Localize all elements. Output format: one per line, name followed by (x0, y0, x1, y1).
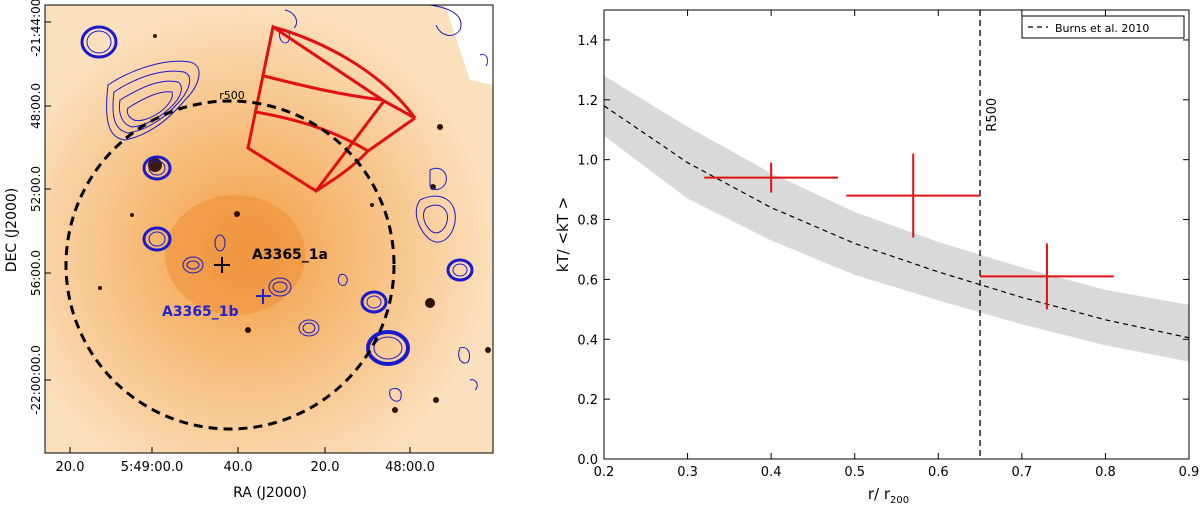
ra-tick-label: 40.0 (224, 460, 253, 475)
ra-axis-label: RA (J2000) (233, 485, 307, 501)
point-source (153, 34, 157, 38)
y-tick-label: 0.4 (577, 333, 598, 348)
point-source (130, 213, 134, 217)
model-curve-line (604, 105, 1189, 339)
x-tick-label: 0.6 (928, 465, 949, 480)
dec-tick-label: -21:44:00.0 (29, 0, 43, 57)
dec-axis-label: DEC (J2000) (4, 188, 20, 273)
point-source (485, 347, 491, 353)
sector-divider (263, 74, 384, 102)
point-source (430, 184, 436, 190)
r500-circle (64, 99, 396, 431)
ra-tick-label: 5:49:00.0 (121, 460, 184, 475)
plot-frame (603, 9, 1190, 460)
x-tick-label: 0.8 (1095, 465, 1116, 480)
x-tick-label: 0.3 (677, 465, 698, 480)
image-blank-corner (445, 5, 493, 85)
y-axis-label: kT/ <kT > (554, 197, 572, 272)
x-tick-label: 0.2 (594, 465, 615, 480)
data-point (980, 243, 1114, 310)
left-axes: 20.0 5:49:00.0 40.0 20.0 48:00.0 -21:44:00.0 4… (29, 0, 435, 475)
ra-tick-label: 20.0 (311, 460, 340, 475)
legend: Burns et al. 2010 (1021, 15, 1185, 39)
y-tick-label: 1.0 (577, 154, 598, 169)
x-tick-label: 0.5 (844, 465, 865, 480)
point-source (433, 397, 439, 403)
dec-tick-label: -22:00:00.0 (29, 345, 43, 415)
point-source (98, 286, 102, 290)
source-a-label: A3365_1a (252, 247, 328, 263)
dec-tick-label: 52:00.0 (29, 166, 43, 212)
x-tick-label: 0.9 (1179, 465, 1200, 480)
y-tick-label: 1.4 (577, 34, 598, 49)
legend-label: Burns et al. 2010 (1055, 22, 1149, 35)
dec-tick-label: 56:00.0 (29, 250, 43, 296)
image-frame (44, 4, 494, 454)
y-tick-label: 0.8 (577, 214, 598, 229)
y-tick-label: 1.2 (577, 94, 598, 109)
sector-outer-arc (272, 25, 417, 120)
point-source (234, 211, 240, 217)
x-tick-label: 0.7 (1012, 465, 1033, 480)
point-source (392, 407, 398, 413)
sector-right-edge (315, 116, 416, 193)
y-tick-label: 0.0 (577, 453, 598, 468)
model-scatter-band (604, 75, 1189, 362)
legend-box (1021, 15, 1185, 39)
y-tick-label: 0.2 (577, 393, 598, 408)
cluster-core (165, 195, 305, 315)
x-tick-label: 0.4 (761, 465, 782, 480)
x-axis-label: r/ r200 (868, 485, 909, 506)
annular-sectors (246, 24, 417, 194)
point-source (245, 327, 251, 333)
y-tick-label: 0.6 (577, 273, 598, 288)
data-point (704, 162, 838, 193)
r500-label: r500 (219, 89, 245, 102)
sky-image-panel: r500 A3365_1a A3365_1b (44, 4, 494, 454)
source-b-label: A3365_1b (162, 304, 239, 320)
sector-divider (255, 110, 369, 153)
r500-vline-label: R500 (985, 98, 1000, 132)
dec-tick-label: 48:00.0 (29, 83, 43, 129)
point-source (437, 124, 443, 130)
data-point (846, 153, 981, 238)
radio-contours (80, 5, 489, 402)
plot-area (604, 10, 1189, 459)
source-a-marker (214, 257, 230, 273)
point-source (370, 203, 374, 207)
source-b-marker (256, 289, 271, 304)
point-source (425, 298, 435, 308)
ra-tick-label: 48:00.0 (385, 460, 435, 475)
ra-tick-label: 20.0 (56, 460, 85, 475)
